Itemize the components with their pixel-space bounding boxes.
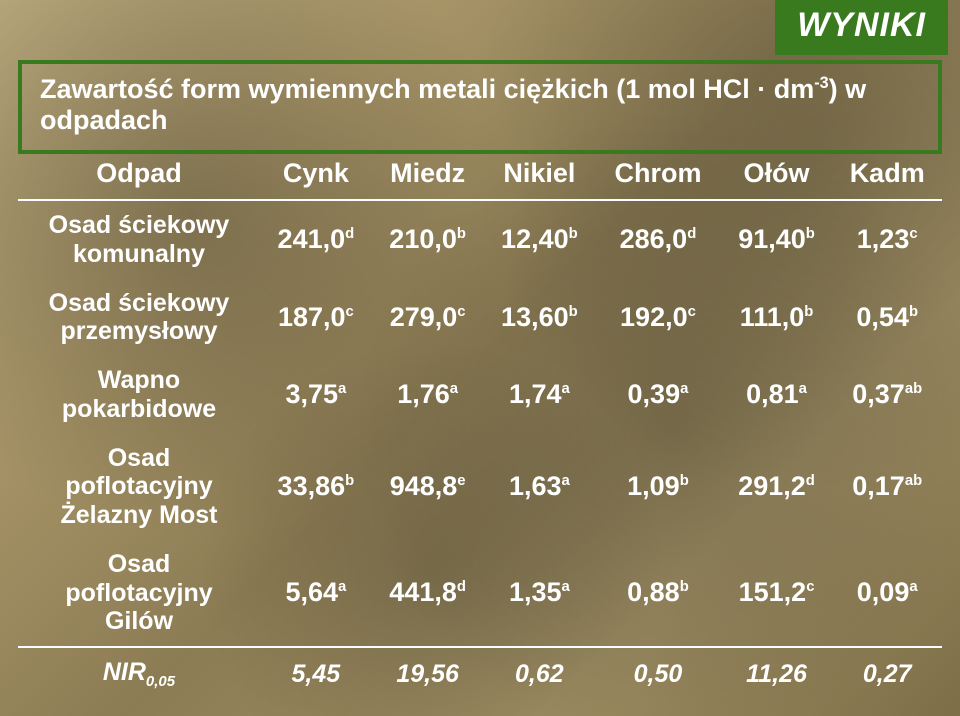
table-body: Osad ściekowykomunalny241,0d210,0b12,40b… xyxy=(18,200,942,700)
table-cell: 0,37ab xyxy=(832,356,942,434)
table-cell: 0,09a xyxy=(832,540,942,647)
table-header-row: Odpad Cynk Miedz Nikiel Chrom Ołów Kadm xyxy=(18,148,942,200)
table-cell: 210,0b xyxy=(372,200,484,279)
table-cell: 1,63a xyxy=(484,434,596,540)
table-row: OsadpoflotacyjnyGilów5,64a441,8d1,35a0,8… xyxy=(18,540,942,647)
table-cell: 0,88b xyxy=(595,540,720,647)
nir-cell: 5,45 xyxy=(260,647,372,700)
table-cell: 1,09b xyxy=(595,434,720,540)
table-cell: 948,8e xyxy=(372,434,484,540)
col-olow: Ołów xyxy=(721,148,833,200)
table-cell: 1,74a xyxy=(484,356,596,434)
slide-title: Zawartość form wymiennych metali ciężkic… xyxy=(18,60,942,154)
table-cell: 0,17ab xyxy=(832,434,942,540)
table-row: Osad ściekowyprzemysłowy187,0c279,0c13,6… xyxy=(18,279,942,357)
title-prefix: Zawartość form wymiennych metali ciężkic… xyxy=(40,74,814,104)
row-label: Osad ściekowykomunalny xyxy=(18,200,260,279)
table-cell: 192,0c xyxy=(595,279,720,357)
table-cell: 91,40b xyxy=(721,200,833,279)
nir-row: NIR0,055,4519,560,620,5011,260,27 xyxy=(18,647,942,700)
table-cell: 3,75a xyxy=(260,356,372,434)
row-label: OsadpoflotacyjnyGilów xyxy=(18,540,260,647)
col-cynk: Cynk xyxy=(260,148,372,200)
table-cell: 12,40b xyxy=(484,200,596,279)
table-row: Wapnopokarbidowe3,75a1,76a1,74a0,39a0,81… xyxy=(18,356,942,434)
table-cell: 241,0d xyxy=(260,200,372,279)
table-cell: 291,2d xyxy=(721,434,833,540)
nir-cell: 19,56 xyxy=(372,647,484,700)
table-cell: 279,0c xyxy=(372,279,484,357)
table-cell: 0,81a xyxy=(721,356,833,434)
table-row: OsadpoflotacyjnyŻelazny Most33,86b948,8e… xyxy=(18,434,942,540)
table-row: Osad ściekowykomunalny241,0d210,0b12,40b… xyxy=(18,200,942,279)
table-cell: 33,86b xyxy=(260,434,372,540)
nir-cell: 11,26 xyxy=(721,647,833,700)
col-miedz: Miedz xyxy=(372,148,484,200)
table-cell: 151,2c xyxy=(721,540,833,647)
col-nikiel: Nikiel xyxy=(484,148,596,200)
row-label: OsadpoflotacyjnyŻelazny Most xyxy=(18,434,260,540)
table-cell: 1,23c xyxy=(832,200,942,279)
results-badge: WYNIKI xyxy=(775,0,948,55)
nir-cell: 0,62 xyxy=(484,647,596,700)
title-sup: -3 xyxy=(814,74,828,92)
table-cell: 5,64a xyxy=(260,540,372,647)
table-cell: 0,54b xyxy=(832,279,942,357)
col-kadm: Kadm xyxy=(832,148,942,200)
col-chrom: Chrom xyxy=(595,148,720,200)
table-cell: 0,39a xyxy=(595,356,720,434)
table-cell: 111,0b xyxy=(721,279,833,357)
slide-root: WYNIKI Zawartość form wymiennych metali … xyxy=(0,0,960,716)
col-odpad: Odpad xyxy=(18,148,260,200)
table-cell: 286,0d xyxy=(595,200,720,279)
nir-cell: 0,50 xyxy=(595,647,720,700)
row-label: Wapnopokarbidowe xyxy=(18,356,260,434)
row-label: Osad ściekowyprzemysłowy xyxy=(18,279,260,357)
table-cell: 187,0c xyxy=(260,279,372,357)
table-cell: 13,60b xyxy=(484,279,596,357)
table-cell: 441,8d xyxy=(372,540,484,647)
nir-label: NIR0,05 xyxy=(18,647,260,700)
nir-cell: 0,27 xyxy=(832,647,942,700)
table-cell: 1,35a xyxy=(484,540,596,647)
data-table-wrap: Odpad Cynk Miedz Nikiel Chrom Ołów Kadm … xyxy=(18,148,942,700)
data-table: Odpad Cynk Miedz Nikiel Chrom Ołów Kadm … xyxy=(18,148,942,700)
table-cell: 1,76a xyxy=(372,356,484,434)
